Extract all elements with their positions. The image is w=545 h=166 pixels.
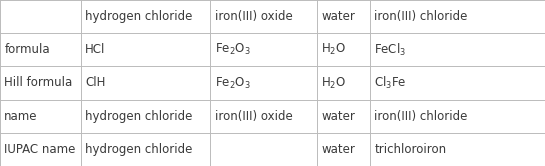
Text: Hill formula: Hill formula: [4, 77, 72, 89]
Text: iron(III) chloride: iron(III) chloride: [374, 110, 468, 123]
Text: name: name: [4, 110, 38, 123]
Text: water: water: [321, 10, 355, 23]
Text: hydrogen chloride: hydrogen chloride: [85, 110, 192, 123]
Text: iron(III) chloride: iron(III) chloride: [374, 10, 468, 23]
Text: trichloroiron: trichloroiron: [374, 143, 446, 156]
Text: ClH: ClH: [85, 77, 105, 89]
Text: formula: formula: [4, 43, 50, 56]
Text: iron(III) oxide: iron(III) oxide: [215, 10, 293, 23]
Text: $\mathrm{Cl_3Fe}$: $\mathrm{Cl_3Fe}$: [374, 75, 407, 91]
Text: $\mathrm{Fe_2O_3}$: $\mathrm{Fe_2O_3}$: [215, 76, 250, 90]
Text: $\mathrm{FeCl_3}$: $\mathrm{FeCl_3}$: [374, 42, 407, 58]
Text: $\mathrm{H_2O}$: $\mathrm{H_2O}$: [321, 76, 346, 90]
Text: IUPAC name: IUPAC name: [4, 143, 76, 156]
Text: water: water: [321, 110, 355, 123]
Text: $\mathrm{Fe_2O_3}$: $\mathrm{Fe_2O_3}$: [215, 42, 250, 57]
Text: hydrogen chloride: hydrogen chloride: [85, 10, 192, 23]
Text: iron(III) oxide: iron(III) oxide: [215, 110, 293, 123]
Text: water: water: [321, 143, 355, 156]
Text: HCl: HCl: [85, 43, 105, 56]
Text: $\mathrm{H_2O}$: $\mathrm{H_2O}$: [321, 42, 346, 57]
Text: hydrogen chloride: hydrogen chloride: [85, 143, 192, 156]
